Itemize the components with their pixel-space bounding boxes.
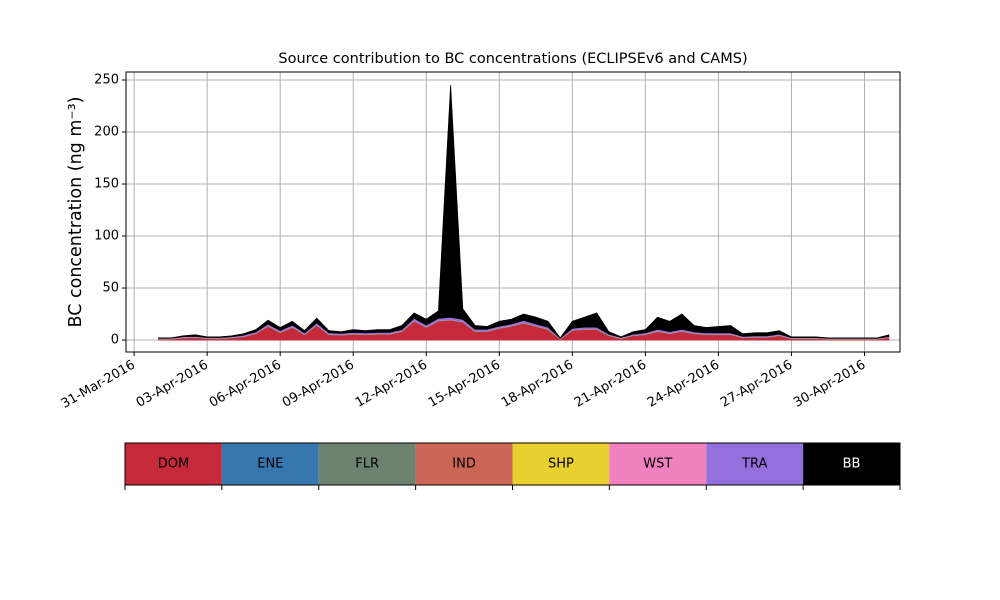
y-tick-label: 200 [94,125,119,140]
x-tick-label: 31-Mar-2016 [59,358,138,412]
y-tick-label: 100 [94,229,119,244]
x-tick-label: 03-Apr-2016 [134,358,211,411]
legend-label: DOM [158,457,189,472]
legend-label: FLR [355,457,379,472]
x-tick-label: 15-Apr-2016 [426,358,503,411]
x-tick-label: 18-Apr-2016 [499,358,576,411]
chart-title: Source contribution to BC concentrations… [278,51,747,67]
legend-swatch [512,443,610,485]
legend-swatch [318,443,416,485]
legend-label: TRA [741,457,767,472]
y-tick-label: 150 [94,177,119,192]
y-tick-label: 0 [111,333,119,348]
x-tick-label: 09-Apr-2016 [280,358,357,411]
x-tick-label: 27-Apr-2016 [718,358,795,411]
x-tick-label: 21-Apr-2016 [572,358,649,411]
legend-label: BB [843,457,861,472]
y-tick-label: 250 [94,73,119,88]
legend-swatch [706,443,804,485]
area [158,85,890,339]
legend-label: SHP [548,457,574,472]
legend-swatch [125,443,222,485]
legend-frame [124,442,901,486]
legend-swatch [221,443,319,485]
plot-frame [125,71,901,353]
x-tick-label: 24-Apr-2016 [645,358,722,411]
y-tick-label: 50 [102,281,119,296]
legend-label: ENE [257,457,283,472]
legend-label: WST [643,457,672,472]
legend-swatch [609,443,707,485]
legend-swatch [415,443,513,485]
legend-swatch [803,443,900,485]
x-tick-label: 12-Apr-2016 [353,358,430,411]
legend-label: IND [452,457,476,472]
y-axis-label: BC concentration (ng m⁻³) [66,97,86,328]
x-tick-label: 06-Apr-2016 [207,358,284,411]
x-tick-label: 30-Apr-2016 [791,358,868,411]
